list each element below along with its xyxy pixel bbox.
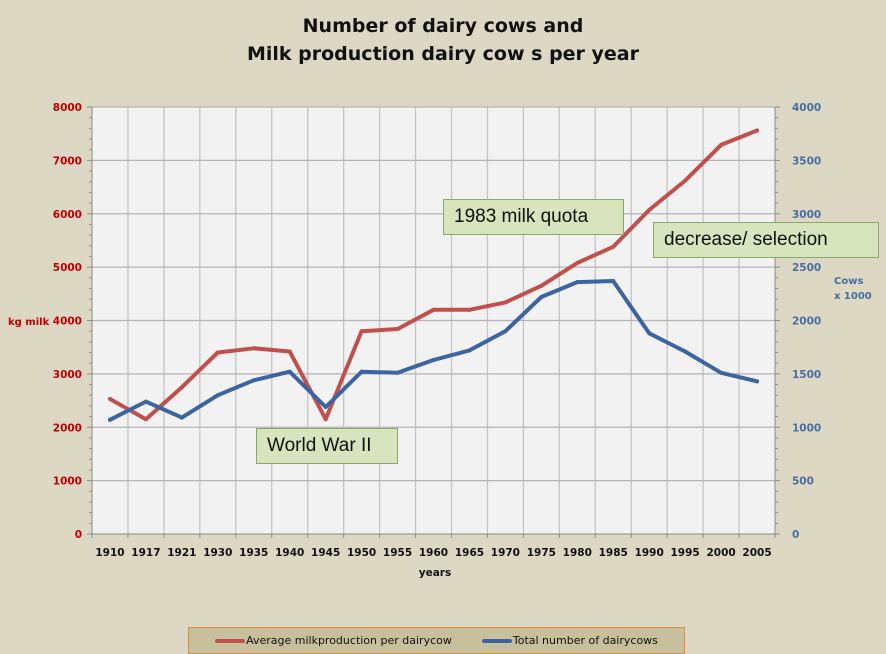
data-point-milk — [287, 349, 292, 354]
x-tick-label: 1975 — [527, 547, 556, 559]
data-point-milk — [143, 417, 148, 422]
x-tick-label: 1990 — [635, 547, 664, 559]
x-tick-label: 1935 — [239, 547, 268, 559]
data-point-cows — [107, 417, 112, 422]
data-point-cows — [143, 399, 148, 404]
left-tick-label: 5000 — [53, 262, 82, 274]
right-tick-label: 1500 — [792, 369, 821, 381]
x-tick-label: 1970 — [491, 547, 520, 559]
data-point-milk — [359, 329, 364, 334]
data-point-cows — [395, 370, 400, 375]
data-point-milk — [431, 307, 436, 312]
y-axis-left-title: kg milk — [8, 317, 50, 328]
data-point-cows — [575, 280, 580, 285]
data-point-cows — [215, 393, 220, 398]
x-tick-label: 1995 — [671, 547, 700, 559]
legend-item-milk: Average milkproduction per dairycow — [215, 634, 452, 647]
chart-title-line-1: Number of dairy cows and — [302, 15, 584, 37]
data-point-cows — [179, 415, 184, 420]
data-point-cows — [359, 369, 364, 374]
data-point-cows — [611, 279, 616, 284]
right-tick-label: 500 — [792, 476, 814, 488]
x-tick-label: 1921 — [167, 547, 196, 559]
horizontal-gridlines — [92, 106, 775, 482]
data-point-milk — [251, 346, 256, 351]
left-axis-ticks: 0 1000 2000 3000 4000 5000 6000 7000 8000 — [53, 102, 82, 541]
data-point-cows — [539, 295, 544, 300]
right-tick-label: 2000 — [792, 316, 821, 328]
data-point-milk — [683, 178, 688, 183]
x-tick-label: 1980 — [563, 547, 592, 559]
left-tick-label: 7000 — [53, 155, 82, 167]
data-point-milk — [647, 208, 652, 213]
x-tick-label: 1910 — [95, 547, 124, 559]
x-tick-label: 2000 — [706, 547, 735, 559]
data-point-milk — [215, 350, 220, 355]
data-point-milk — [611, 244, 616, 249]
data-point-cows — [431, 357, 436, 362]
annotation-1983-milk-quota: 1983 milk quota — [443, 199, 624, 235]
data-point-milk — [179, 385, 184, 390]
data-point-milk — [467, 307, 472, 312]
series-layer — [107, 128, 760, 422]
x-tick-label: 2005 — [742, 547, 771, 559]
data-point-milk — [719, 142, 724, 147]
data-point-milk — [503, 300, 508, 305]
x-tick-label: 1940 — [275, 547, 304, 559]
left-tick-label: 4000 — [53, 316, 82, 328]
x-tick-label: 1965 — [455, 547, 484, 559]
left-tick-label: 0 — [75, 529, 82, 541]
right-tick-label: 1000 — [792, 422, 821, 434]
data-point-milk — [395, 327, 400, 332]
x-tick-label: 1955 — [383, 547, 412, 559]
data-point-milk — [575, 260, 580, 265]
annotation-decrease-selection: decrease/ selection — [653, 222, 879, 258]
left-tick-label: 3000 — [53, 369, 82, 381]
left-tick-label: 6000 — [53, 209, 82, 221]
left-tick-label: 8000 — [53, 102, 82, 114]
legend-swatch-milk — [215, 638, 246, 643]
x-tick-label: 1985 — [599, 547, 628, 559]
right-tick-label: 2500 — [792, 262, 821, 274]
data-point-milk — [755, 128, 760, 133]
x-tick-label: 1945 — [311, 547, 340, 559]
left-tick-label: 1000 — [53, 476, 82, 488]
data-point-cows — [503, 329, 508, 334]
legend: Average milkproduction per dairycow Tota… — [188, 627, 685, 654]
x-axis-title: years — [419, 567, 451, 579]
x-tick-label: 1917 — [131, 547, 160, 559]
right-tick-label: 4000 — [792, 102, 821, 114]
y-axis-right-title-line-2: x 1000 — [834, 291, 872, 302]
annotation-world-war-ii: World War II — [256, 428, 398, 464]
legend-label-cows: Total number of dairycows — [512, 634, 658, 647]
data-point-cows — [251, 378, 256, 383]
legend-label-milk: Average milkproduction per dairycow — [246, 634, 452, 647]
legend-item-cows: Total number of dairycows — [481, 634, 658, 647]
data-point-milk — [323, 417, 328, 422]
data-point-cows — [755, 379, 760, 384]
chart-title: Number of dairy cows and Milk production… — [0, 12, 886, 68]
right-tick-label: 3000 — [792, 209, 821, 221]
x-tick-label: 1950 — [347, 547, 376, 559]
data-point-milk — [107, 396, 112, 401]
axes — [87, 106, 780, 538]
y-axis-right-title-line-1: Cows — [834, 276, 863, 287]
chart-title-line-2: Milk production dairy cow s per year — [246, 43, 640, 65]
data-point-milk — [539, 283, 544, 288]
right-tick-label: 3500 — [792, 155, 821, 167]
left-tick-label: 2000 — [53, 422, 82, 434]
right-tick-label: 0 — [792, 529, 799, 541]
data-point-cows — [719, 370, 724, 375]
right-axis-ticks: 0 500 1000 1500 2000 2500 3000 3500 4000 — [792, 102, 821, 541]
data-point-cows — [287, 369, 292, 374]
data-point-cows — [467, 348, 472, 353]
x-axis-ticks: 1910 1917 1921 1930 1935 1940 1945 1950 1955 1960… — [95, 547, 771, 559]
data-point-cows — [683, 349, 688, 354]
data-point-cows — [647, 331, 652, 336]
legend-swatch-cows — [481, 638, 512, 643]
data-point-cows — [323, 404, 328, 409]
x-tick-label: 1930 — [203, 547, 232, 559]
x-tick-label: 1960 — [419, 547, 448, 559]
